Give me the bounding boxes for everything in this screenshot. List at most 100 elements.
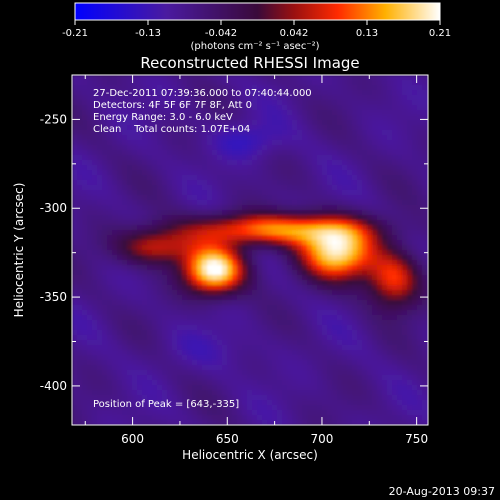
heatmap-cell [182, 355, 188, 361]
heatmap-cell [232, 330, 238, 336]
heatmap-cell [202, 145, 208, 151]
heatmap-cell [207, 245, 213, 251]
heatmap-cell [282, 155, 288, 161]
heatmap-cell [287, 175, 293, 181]
heatmap-cell [302, 215, 308, 221]
heatmap-cell [372, 355, 378, 361]
heatmap-cell [312, 310, 318, 316]
heatmap-cell [152, 105, 158, 111]
heatmap-cell [387, 330, 393, 336]
heatmap-cell [127, 400, 133, 406]
heatmap-cell [137, 400, 143, 406]
heatmap-cell [327, 75, 333, 81]
heatmap-cell [417, 100, 423, 106]
heatmap-cell [187, 335, 193, 341]
heatmap-cell [402, 370, 408, 376]
heatmap-cell [157, 85, 163, 91]
heatmap-cell [247, 375, 253, 381]
heatmap-cell [297, 260, 303, 266]
heatmap-cell [122, 380, 128, 386]
heatmap-cell [152, 135, 158, 141]
heatmap-cell [412, 330, 418, 336]
heatmap-cell [182, 265, 188, 271]
heatmap-cell [122, 90, 128, 96]
heatmap-cell [247, 120, 253, 126]
heatmap-cell [97, 270, 103, 276]
heatmap-cell [202, 375, 208, 381]
heatmap-cell [362, 335, 368, 341]
heatmap-cell [87, 185, 93, 191]
heatmap-cell [292, 285, 298, 291]
heatmap-cell [217, 100, 223, 106]
heatmap-cell [172, 415, 178, 421]
heatmap-cell [362, 95, 368, 101]
heatmap-cell [282, 105, 288, 111]
heatmap-cell [92, 155, 98, 161]
heatmap-cell [272, 400, 278, 406]
heatmap-cell [102, 350, 108, 356]
heatmap-cell [97, 375, 103, 381]
heatmap-cell [377, 380, 383, 386]
heatmap-cell [402, 205, 408, 211]
heatmap-cell [402, 190, 408, 196]
heatmap-cell [372, 195, 378, 201]
heatmap-cell [207, 95, 213, 101]
heatmap-cell [77, 130, 83, 136]
heatmap-cell [272, 350, 278, 356]
heatmap-cell [127, 235, 133, 241]
heatmap-cell [177, 295, 183, 301]
heatmap-cell [77, 75, 83, 81]
heatmap-cell [177, 225, 183, 231]
heatmap-cell [232, 275, 238, 281]
heatmap-cell [402, 315, 408, 321]
heatmap-cell [347, 295, 353, 301]
heatmap-cell [382, 280, 388, 286]
heatmap-cell [387, 275, 393, 281]
heatmap-cell [387, 230, 393, 236]
heatmap-cell [397, 230, 403, 236]
heatmap-cell [422, 325, 428, 331]
heatmap-cell [187, 170, 193, 176]
heatmap-cell [272, 235, 278, 241]
heatmap-cell [367, 105, 373, 111]
heatmap-cell [322, 170, 328, 176]
heatmap-cell [202, 405, 208, 411]
heatmap-cell [247, 210, 253, 216]
heatmap-cell [327, 295, 333, 301]
heatmap-cell [297, 150, 303, 156]
heatmap-cell [177, 360, 183, 366]
heatmap-cell [112, 190, 118, 196]
heatmap-cell [302, 180, 308, 186]
heatmap-cell [232, 185, 238, 191]
heatmap-cell [337, 165, 343, 171]
heatmap-cell [137, 215, 143, 221]
heatmap-cell [152, 390, 158, 396]
heatmap-cell [77, 120, 83, 126]
heatmap-cell [117, 220, 123, 226]
heatmap-cell [297, 290, 303, 296]
heatmap-cell [417, 390, 423, 396]
heatmap-cell [292, 360, 298, 366]
heatmap-cell [207, 405, 213, 411]
heatmap-cell [347, 325, 353, 331]
heatmap-cell [177, 125, 183, 131]
heatmap-cell [197, 150, 203, 156]
heatmap-cell [82, 365, 88, 371]
heatmap-cell [152, 230, 158, 236]
heatmap-cell [407, 335, 413, 341]
heatmap-cell [412, 325, 418, 331]
heatmap-cell [242, 290, 248, 296]
heatmap-cell [112, 160, 118, 166]
heatmap-cell [287, 105, 293, 111]
heatmap-cell [197, 265, 203, 271]
heatmap-cell [192, 90, 198, 96]
heatmap-cell [157, 290, 163, 296]
heatmap-cell [252, 410, 258, 416]
heatmap-cell [312, 275, 318, 281]
heatmap-cell [117, 405, 123, 411]
heatmap-cell [142, 235, 148, 241]
heatmap-cell [407, 300, 413, 306]
heatmap-cell [107, 275, 113, 281]
heatmap-cell [317, 265, 323, 271]
heatmap-cell [302, 225, 308, 231]
